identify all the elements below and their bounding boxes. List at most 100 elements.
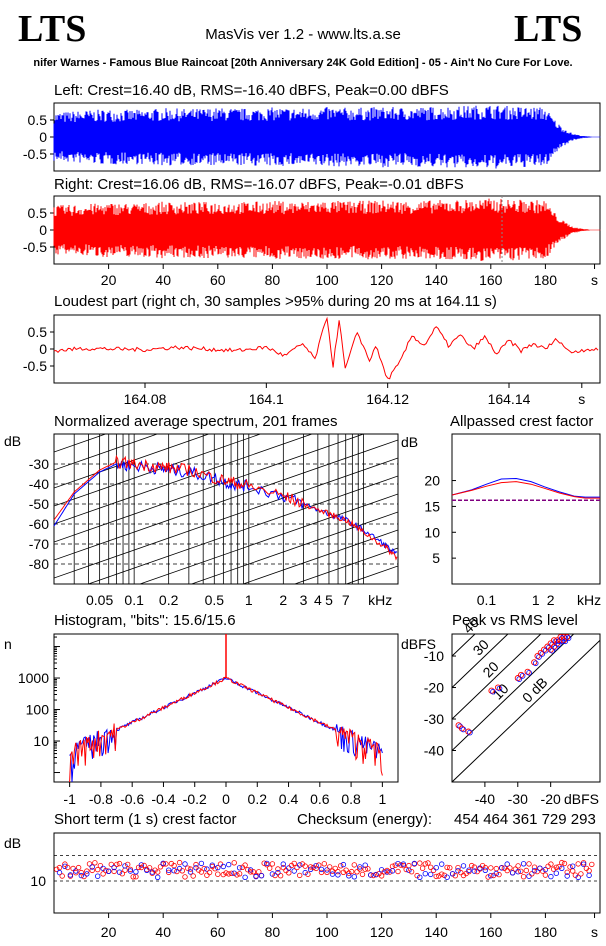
short-crest-point bbox=[387, 869, 393, 875]
short-crest-point bbox=[362, 862, 368, 868]
short-crest-point bbox=[127, 868, 134, 874]
short-crest-point bbox=[94, 873, 101, 879]
short-crest-point bbox=[471, 864, 478, 870]
spectrum-slope-line bbox=[293, 547, 398, 584]
short-crest-point bbox=[485, 874, 491, 880]
spectrum-xtick-label: 5 bbox=[325, 592, 333, 608]
spectrum-ytick-label: -70 bbox=[29, 536, 49, 552]
histogram-xtick-label: 0.6 bbox=[310, 791, 330, 807]
short-crest-point bbox=[575, 861, 581, 867]
peak-rms-xtick-label: -20 bbox=[541, 791, 561, 807]
short-crest-point bbox=[515, 869, 521, 875]
peak-rms-point bbox=[547, 640, 554, 647]
peak-rms-diag-label: 30 bbox=[470, 636, 492, 658]
short-crest-point bbox=[509, 870, 516, 876]
peak-rms-point bbox=[514, 675, 521, 682]
peak-rms-diag-label: 0 dB bbox=[519, 674, 551, 706]
short-crest-point bbox=[198, 860, 205, 867]
short-crest-point bbox=[89, 864, 95, 870]
short-crest-point bbox=[160, 860, 166, 866]
spectrum-xtick-label: 3 bbox=[300, 592, 308, 608]
short-crest-point bbox=[247, 869, 254, 875]
short-crest-point bbox=[540, 868, 546, 874]
short-crest-point bbox=[280, 864, 286, 871]
spectrum-slope-line bbox=[54, 434, 159, 471]
allpass-ytick-label: 15 bbox=[424, 498, 440, 514]
short-crest-point bbox=[488, 865, 494, 871]
short-crest-point bbox=[436, 873, 442, 879]
short-crest-point bbox=[408, 869, 415, 875]
allpass-xtick-label: 1 bbox=[532, 592, 540, 608]
short-crest-point bbox=[313, 865, 319, 872]
short-crest-point bbox=[116, 860, 123, 867]
short-crest-point bbox=[439, 871, 445, 877]
short-crest-point bbox=[204, 866, 210, 872]
peak-rms-point bbox=[557, 634, 564, 641]
short-crest-xtick-label: 60 bbox=[210, 924, 226, 940]
short-crest-xtick-label: 20 bbox=[101, 924, 117, 940]
short-crest-point bbox=[329, 868, 336, 874]
short-crest-point bbox=[384, 867, 390, 874]
short-crest-point bbox=[225, 861, 232, 868]
short-crest-point bbox=[78, 872, 84, 879]
short-crest-point bbox=[78, 869, 84, 876]
short-crest-point bbox=[570, 868, 576, 874]
spectrum-ytick-label: -80 bbox=[29, 556, 49, 572]
short-crest-point bbox=[100, 871, 106, 877]
short-crest-point bbox=[111, 864, 117, 871]
short-crest-point bbox=[133, 869, 139, 875]
short-crest-point bbox=[256, 869, 262, 875]
short-crest-point bbox=[277, 873, 284, 879]
short-crest-point bbox=[286, 865, 292, 871]
short-crest-point bbox=[97, 863, 104, 869]
short-crest-point bbox=[523, 867, 529, 874]
peak-rms-point bbox=[518, 671, 525, 678]
loudest-waveform bbox=[53, 316, 599, 380]
peak-rms-xtick-label: -40 bbox=[475, 791, 495, 807]
spectrum-slope-line bbox=[54, 439, 398, 561]
short-crest-point bbox=[529, 871, 535, 877]
short-crest-point bbox=[302, 869, 308, 876]
peak-rms-point bbox=[532, 660, 539, 667]
short-crest-point bbox=[187, 866, 194, 872]
short-crest-point bbox=[182, 874, 188, 880]
allpass-ylabel: dB bbox=[401, 434, 418, 450]
short-crest-point bbox=[225, 871, 232, 877]
peak-rms-point bbox=[455, 722, 462, 729]
short-crest-point bbox=[570, 863, 576, 869]
short-crest-xtick-label: 100 bbox=[315, 924, 339, 940]
short-crest-point bbox=[103, 867, 109, 874]
checksum-label: Checksum (energy): bbox=[297, 811, 433, 828]
right-channel-xtick-label: 120 bbox=[370, 272, 394, 288]
peak-rms-point bbox=[524, 668, 531, 675]
short-crest-point bbox=[531, 864, 538, 870]
short-crest-point bbox=[242, 874, 248, 880]
left-channel-ytick-label: 0.5 bbox=[28, 112, 48, 128]
spectrum-slope-line bbox=[190, 511, 398, 584]
short-crest-point bbox=[493, 870, 499, 877]
allpass-ytick-label: 20 bbox=[424, 473, 440, 489]
short-crest-point bbox=[176, 859, 183, 866]
short-crest-point bbox=[564, 873, 570, 879]
short-crest-point bbox=[165, 867, 172, 873]
short-crest-point bbox=[127, 866, 134, 873]
peak-rms-point bbox=[467, 729, 473, 736]
short-crest-point bbox=[384, 869, 390, 875]
peak-rms-point bbox=[541, 646, 548, 653]
peak-rms-diagonal bbox=[452, 634, 509, 689]
short-crest-point bbox=[231, 860, 237, 866]
short-crest-ylabel: dB bbox=[4, 835, 21, 851]
histogram-xtick-label: -0.4 bbox=[151, 791, 175, 807]
peak-rms-point bbox=[565, 635, 572, 641]
short-crest-point bbox=[460, 863, 467, 869]
short-crest-point bbox=[111, 868, 117, 875]
short-crest-point bbox=[138, 862, 145, 868]
loudest-part-title: Loudest part (right ch, 30 samples >95% … bbox=[54, 293, 497, 310]
short-crest-point bbox=[86, 861, 93, 867]
peak-rms-point bbox=[537, 649, 544, 656]
short-crest-point bbox=[340, 861, 347, 868]
short-crest-point bbox=[297, 862, 303, 868]
right-channel-waveform bbox=[53, 198, 601, 261]
peak-rms-diag-label: 40 bbox=[460, 614, 482, 636]
short-crest-point bbox=[526, 861, 532, 867]
